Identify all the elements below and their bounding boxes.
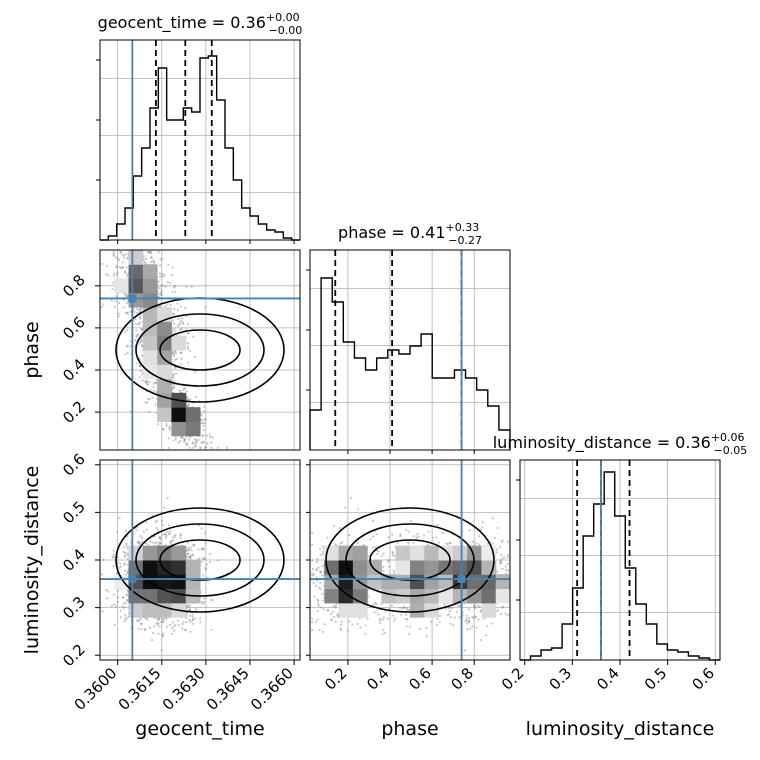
x-tick-label: 0.4 bbox=[593, 664, 623, 694]
panel-title-luminosity_distance: luminosity_distance = 0.36+0.06 −0.05 bbox=[493, 431, 748, 457]
histogram-luminosity_distance bbox=[520, 471, 720, 661]
panel-title-geocent_time: geocent_time = 0.36+0.00 −0.00 bbox=[98, 11, 303, 37]
x-tick-label: 0.6 bbox=[688, 664, 718, 694]
y-tick-label: 0.6 bbox=[59, 450, 89, 480]
x-tick-label: 0.3 bbox=[546, 664, 576, 694]
y-axis-label-luminosity_distance: luminosity_distance bbox=[21, 466, 43, 655]
quantile-and-truth-lines bbox=[100, 40, 631, 660]
density-phase-luminosity_distance bbox=[324, 545, 511, 618]
y-tick-label: 0.5 bbox=[59, 498, 89, 528]
y-tick-label: 0.6 bbox=[59, 313, 89, 343]
x-tick-label: 0.5 bbox=[641, 664, 671, 694]
truth-point bbox=[128, 294, 137, 303]
x-axis-label-luminosity_distance: luminosity_distance bbox=[526, 718, 715, 740]
x-axis-label-geocent_time: geocent_time bbox=[135, 718, 264, 740]
panel-title-phase: phase = 0.41+0.33 −0.27 bbox=[338, 221, 482, 247]
y-tick-label: 0.2 bbox=[59, 397, 89, 427]
y-tick-label: 0.3 bbox=[59, 593, 89, 623]
truth-point bbox=[457, 575, 466, 584]
tick-marks bbox=[95, 59, 716, 665]
density-heatmap bbox=[114, 250, 511, 618]
histogram-phase bbox=[309, 277, 511, 450]
x-tick-label: 0.3645 bbox=[203, 664, 253, 714]
x-tick-label: 0.4 bbox=[363, 664, 393, 694]
x-tick-label: 0.2 bbox=[321, 664, 351, 694]
contours-geocent_time-luminosity_distance bbox=[115, 507, 285, 613]
histogram-geocent_time bbox=[100, 55, 300, 241]
panel-frame bbox=[99, 249, 301, 451]
x-tick-label: 0.2 bbox=[498, 664, 528, 694]
x-axis-label-phase: phase bbox=[381, 718, 438, 740]
y-tick-label: 0.4 bbox=[59, 355, 89, 385]
panel-frame bbox=[99, 39, 301, 241]
y-tick-label: 0.4 bbox=[59, 545, 89, 575]
x-tick-label: 0.3600 bbox=[71, 664, 121, 714]
x-tick-label: 0.3630 bbox=[159, 664, 209, 714]
panel-frame bbox=[309, 249, 511, 451]
y-axis-label-phase: phase bbox=[21, 321, 43, 378]
x-tick-label: 0.6 bbox=[405, 664, 435, 694]
contours-geocent_time-phase bbox=[115, 297, 285, 403]
x-tick-label: 0.8 bbox=[447, 664, 477, 694]
truth-point bbox=[128, 575, 137, 584]
x-tick-label: 0.3615 bbox=[115, 664, 165, 714]
contours-phase-luminosity_distance bbox=[325, 507, 495, 613]
y-tick-label: 0.2 bbox=[59, 640, 89, 670]
y-tick-label: 0.8 bbox=[59, 271, 89, 301]
histograms bbox=[100, 55, 720, 661]
x-tick-label: 0.3660 bbox=[247, 664, 297, 714]
